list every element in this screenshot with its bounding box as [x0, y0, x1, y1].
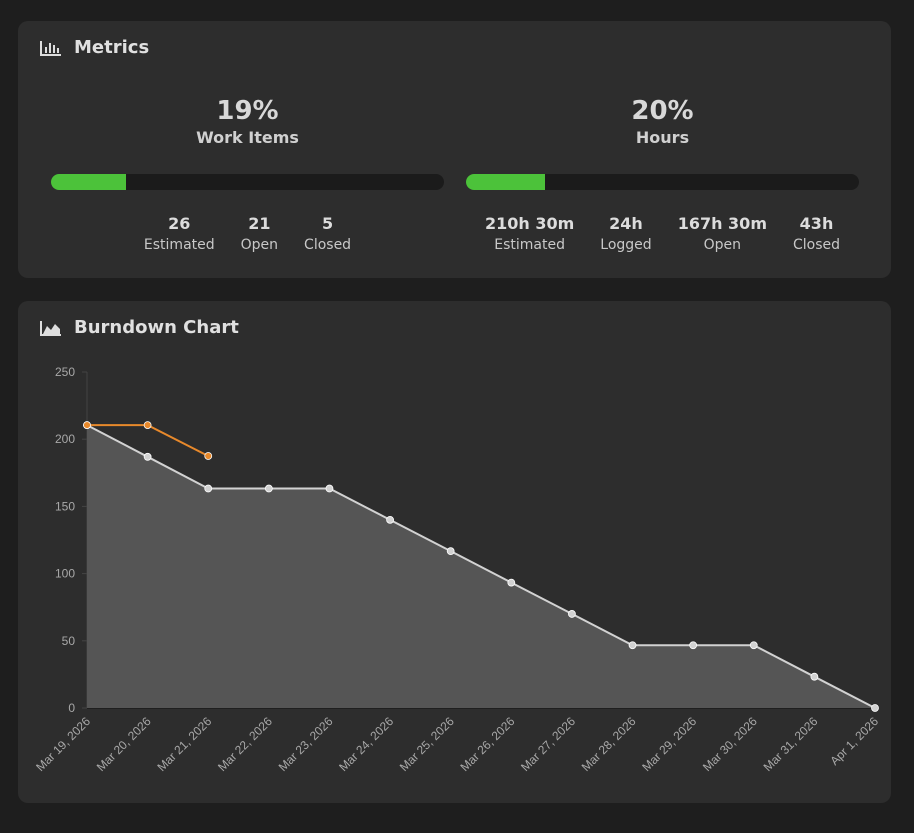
- stat: 210h 30m Estimated: [485, 214, 574, 253]
- progress-track: [51, 174, 444, 190]
- y-tick-label: 250: [55, 365, 75, 379]
- stats: 210h 30m Estimated 24h Logged 167h 30m Open 43…: [466, 214, 859, 253]
- stat-label: Closed: [304, 237, 352, 253]
- metrics-icon: [40, 40, 61, 56]
- group-label: Hours: [635, 128, 690, 147]
- y-tick-label: 0: [68, 701, 75, 715]
- point: [507, 578, 516, 587]
- x-tick-label: Mar 29, 2026: [639, 714, 699, 774]
- point: [204, 484, 213, 493]
- stat-value: 26: [168, 214, 191, 233]
- x-tick-label: Apr 1, 2026: [827, 714, 881, 768]
- line: [86, 424, 876, 709]
- stat-label: Logged: [600, 237, 652, 253]
- chart-panel: Burndown Chart 0 50 100 150 200 250 Mar 19, 20…: [18, 301, 891, 803]
- stat-label: Estimated: [143, 237, 215, 253]
- x-tick-label: Mar 21, 2026: [154, 714, 214, 774]
- percent: 19%: [216, 96, 279, 126]
- panel-title: Metrics: [74, 37, 150, 58]
- percent: 20%: [631, 96, 694, 126]
- point: [689, 641, 698, 650]
- stat-label: Open: [240, 237, 279, 253]
- point: [386, 515, 394, 524]
- y-tick-label: 150: [55, 499, 75, 513]
- point: [446, 547, 455, 556]
- stat: 5 Closed: [304, 214, 351, 253]
- area: [87, 425, 875, 708]
- stat-value: 5: [321, 214, 334, 233]
- x-tick-label: Mar 19, 2026: [33, 714, 93, 774]
- x-tick-label: Mar 25, 2026: [397, 714, 457, 774]
- panel-header: Burndown Chart: [40, 317, 239, 338]
- point: [871, 704, 879, 712]
- stat: 43h Closed: [793, 214, 840, 253]
- stat-label: Open: [703, 237, 742, 253]
- point: [568, 610, 576, 618]
- x-tick-label: Mar 22, 2026: [215, 714, 275, 774]
- stat-value: 167h 30m: [677, 214, 767, 233]
- panel-title: Burndown Chart: [74, 317, 239, 338]
- point: [628, 641, 637, 650]
- stats: 26 Estimated 21 Open 5 Closed: [51, 214, 444, 253]
- point: [204, 452, 213, 460]
- stat-value: 24h: [609, 214, 643, 233]
- x-tick-label: Mar 23, 2026: [276, 714, 336, 774]
- stat: 21 Open: [241, 214, 278, 253]
- point: [143, 421, 152, 429]
- progress-track: [466, 174, 859, 190]
- y-tick-label: 200: [55, 432, 75, 446]
- point: [749, 641, 758, 650]
- group-label: Work Items: [196, 128, 299, 147]
- point: [264, 484, 273, 493]
- x-tick-label: Mar 26, 2026: [458, 714, 518, 774]
- x-tick-label: Mar 20, 2026: [94, 714, 154, 774]
- x-tick-label: Mar 27, 2026: [518, 714, 578, 774]
- stat-value: 43h: [799, 214, 834, 233]
- stat-label: Estimated: [494, 237, 565, 253]
- metrics-panel: Metrics 19% Work Items 26 Estimated 21 Open…: [18, 21, 891, 278]
- x-tick-label: Mar 30, 2026: [700, 714, 760, 774]
- stat: 167h 30m Open: [678, 214, 767, 253]
- y-tick-label: 50: [62, 634, 76, 648]
- point: [810, 672, 819, 681]
- x-tick-label: Mar 28, 2026: [579, 714, 639, 774]
- point: [143, 452, 152, 461]
- stat: 26 Estimated: [144, 214, 215, 253]
- stat-value: 21: [248, 214, 271, 233]
- y-tick-label: 100: [55, 567, 75, 581]
- chart-icon: [40, 320, 61, 336]
- progress-fill: [51, 174, 126, 190]
- stat: 24h Logged: [600, 214, 651, 253]
- point: [83, 421, 91, 429]
- x-tick-label: Mar 31, 2026: [761, 714, 821, 774]
- point: [325, 484, 334, 493]
- x-tick-label: Mar 24, 2026: [336, 714, 396, 774]
- panel-header: Metrics: [40, 37, 149, 58]
- stat-value: 210h 30m: [484, 214, 575, 233]
- stat-label: Closed: [792, 237, 841, 253]
- progress-fill: [466, 174, 545, 190]
